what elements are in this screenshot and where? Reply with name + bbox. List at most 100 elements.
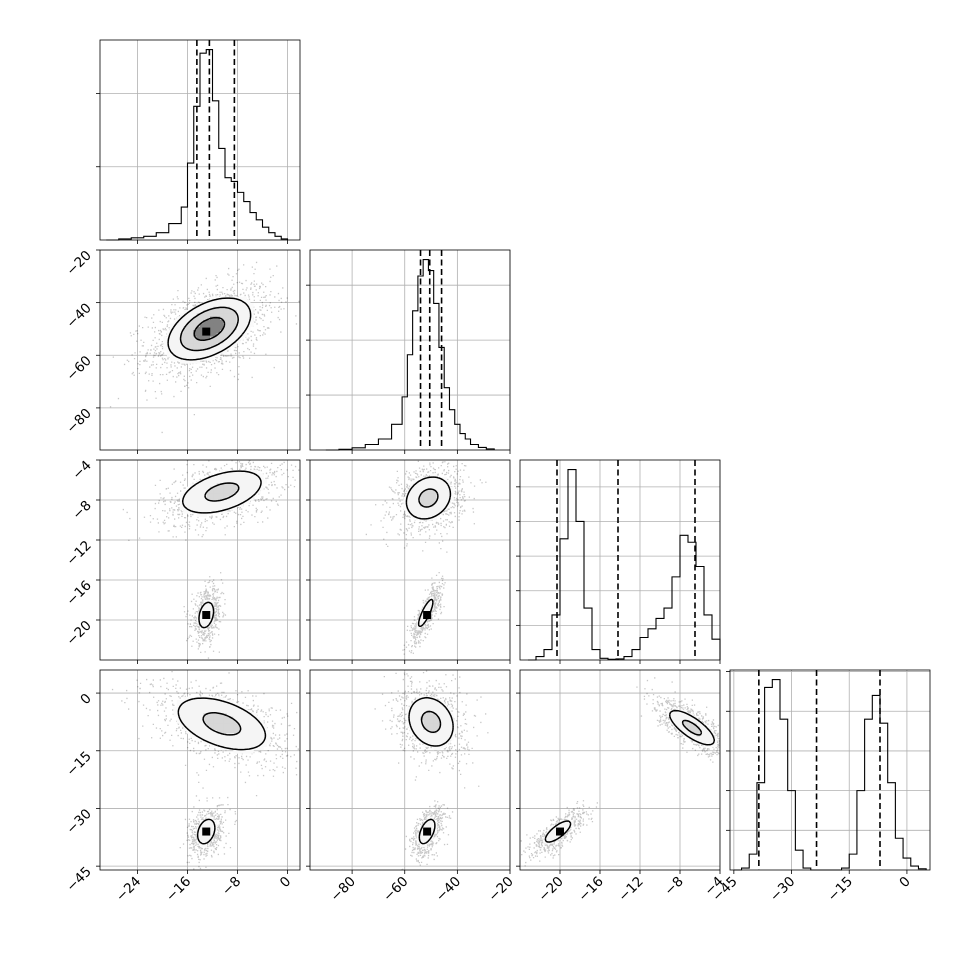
density-cell <box>423 840 428 844</box>
density-cell <box>176 333 181 338</box>
density-cell <box>226 336 231 341</box>
density-cell <box>200 350 204 354</box>
density-cell <box>433 516 438 521</box>
density-cell <box>413 703 418 708</box>
density-cell <box>200 346 204 351</box>
density-cell <box>686 730 691 734</box>
density-cell <box>426 720 431 724</box>
density-cell <box>203 700 208 704</box>
density-cell <box>556 823 561 828</box>
density-cell <box>216 303 221 308</box>
density-cell <box>216 700 221 704</box>
density-cell <box>213 733 218 738</box>
density-cell <box>230 300 234 304</box>
density-cell <box>170 333 174 338</box>
density-cell <box>433 713 438 718</box>
density-cell <box>426 506 431 511</box>
density-cell <box>223 490 228 494</box>
density-cell <box>173 343 178 348</box>
density-cell <box>206 350 211 354</box>
density-cell <box>173 320 178 324</box>
density-cell <box>440 713 444 718</box>
density-cell <box>246 743 251 748</box>
density-cell <box>440 486 444 491</box>
density-cell <box>223 483 228 488</box>
density-cell <box>426 716 431 721</box>
contour-line <box>167 297 252 361</box>
density-cell <box>243 473 248 478</box>
density-cell <box>250 740 254 744</box>
density-cell <box>406 706 411 711</box>
density-cell <box>196 713 201 718</box>
density-cell <box>423 723 428 728</box>
density-cell <box>186 496 191 501</box>
density-cell <box>243 750 248 754</box>
density-cell <box>186 703 191 708</box>
density-cell <box>220 736 224 741</box>
density-cell <box>430 596 434 601</box>
density-cell <box>416 510 421 514</box>
density-cell <box>210 500 214 504</box>
density-cell <box>233 323 238 328</box>
scatter-panel <box>516 670 720 870</box>
density-cell <box>260 726 264 731</box>
density-cell <box>423 823 428 828</box>
density-cell <box>180 710 184 714</box>
density-cell <box>186 356 191 361</box>
density-cell <box>236 493 241 498</box>
density-cell <box>233 726 238 731</box>
density-cell <box>183 316 188 321</box>
density-cell <box>240 316 244 321</box>
density-cell <box>420 710 424 714</box>
density-cell <box>200 340 204 344</box>
density-cell <box>193 730 198 734</box>
density-cell <box>200 616 204 621</box>
density-cell <box>246 720 251 724</box>
density-cell <box>416 723 421 728</box>
density-cell <box>236 746 241 751</box>
density-cell <box>220 323 224 328</box>
density-cell <box>423 480 428 484</box>
density-cell <box>193 493 198 498</box>
density-cell <box>196 330 201 334</box>
density-cell <box>416 483 421 488</box>
density-cell <box>223 740 228 744</box>
density-cell <box>226 303 231 308</box>
density-cell <box>193 336 198 341</box>
density-cell <box>230 703 234 708</box>
density-cell <box>190 350 194 354</box>
density-cell <box>420 733 424 738</box>
density-cell <box>186 500 191 504</box>
density-cell <box>710 743 714 748</box>
density-cell <box>193 500 198 504</box>
density-cell <box>690 713 694 718</box>
density-cell <box>683 713 688 718</box>
density-cell <box>196 306 201 311</box>
density-cell <box>426 726 431 731</box>
density-cell <box>213 723 218 728</box>
density-cell <box>233 500 238 504</box>
density-cell <box>216 716 221 721</box>
density-cell <box>206 303 211 308</box>
panel-frame <box>309 669 511 871</box>
density-cell <box>256 723 261 728</box>
density-cell <box>190 306 194 311</box>
density-cell <box>226 333 231 338</box>
contour-line <box>177 697 267 845</box>
density-cell <box>196 343 201 348</box>
density-cell <box>213 326 218 331</box>
density-cell <box>233 320 238 324</box>
density-cell <box>216 353 221 358</box>
density-cell <box>193 320 198 324</box>
density-cell <box>230 306 234 311</box>
density-cell <box>200 493 204 498</box>
density-cell <box>220 333 224 338</box>
y-tick-label: −60 <box>63 353 94 384</box>
density-cell <box>243 720 248 724</box>
density-cell <box>193 340 198 344</box>
density-cell <box>220 700 224 704</box>
density-cell <box>233 506 238 511</box>
density-cell <box>236 743 241 748</box>
density-cell <box>443 496 448 501</box>
density-cell <box>220 710 224 714</box>
